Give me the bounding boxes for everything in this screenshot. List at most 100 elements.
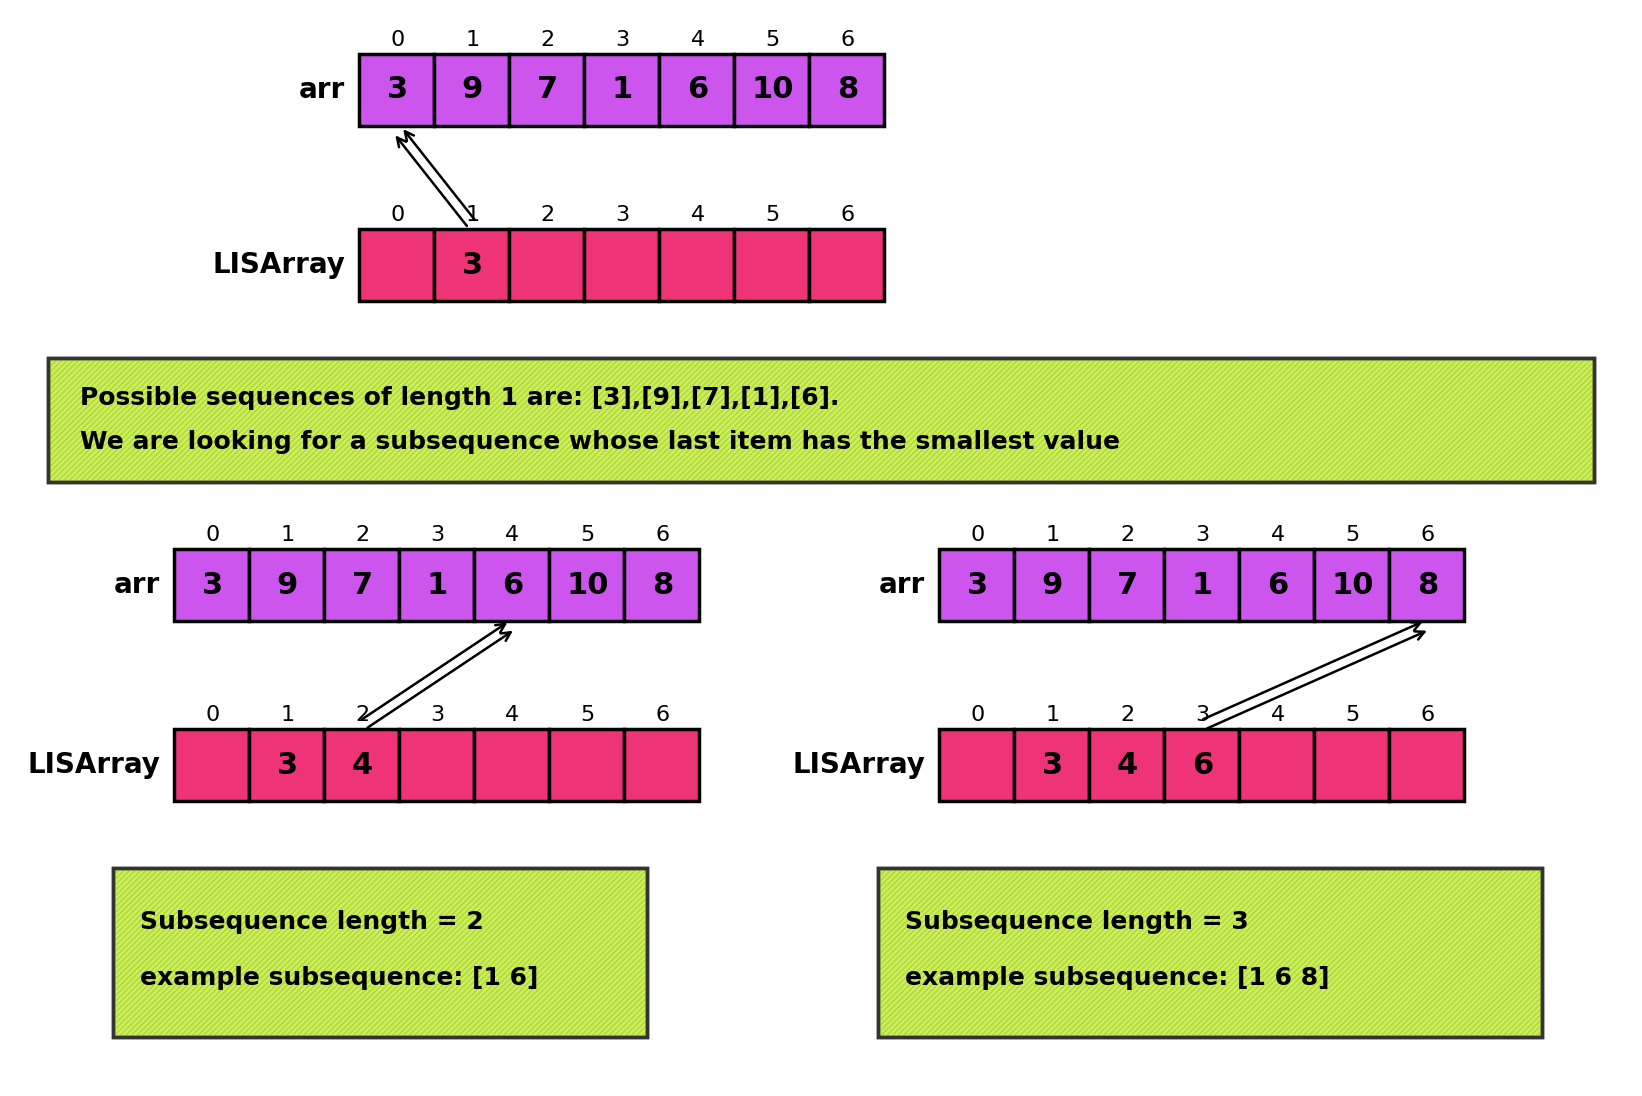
FancyBboxPatch shape [433,229,509,301]
Text: 5: 5 [765,205,780,225]
Text: 7: 7 [351,571,373,600]
Text: 10: 10 [566,571,609,600]
Text: 3: 3 [1195,525,1210,545]
FancyBboxPatch shape [585,229,658,301]
Text: 8: 8 [652,571,673,600]
FancyBboxPatch shape [323,729,399,801]
FancyBboxPatch shape [878,868,1542,1037]
FancyBboxPatch shape [174,549,250,621]
Text: 5: 5 [1345,705,1360,724]
Text: 3: 3 [1043,751,1062,779]
Text: 7: 7 [1117,571,1138,600]
Text: 5: 5 [580,705,594,724]
FancyBboxPatch shape [1314,549,1389,621]
Text: 2: 2 [1120,705,1135,724]
FancyBboxPatch shape [399,549,475,621]
Text: We are looking for a subsequence whose last item has the smallest value: We are looking for a subsequence whose l… [80,430,1120,454]
FancyBboxPatch shape [734,229,810,301]
Text: 3: 3 [430,705,445,724]
Text: arr: arr [878,571,924,600]
Text: 6: 6 [686,76,708,104]
FancyBboxPatch shape [548,729,624,801]
Text: 1: 1 [281,525,294,545]
Text: 8: 8 [1417,571,1438,600]
Text: Possible sequences of length 1 are: [3],[9],[7],[1],[6].: Possible sequences of length 1 are: [3],… [80,386,839,410]
Text: 1: 1 [1192,571,1213,600]
FancyBboxPatch shape [174,729,250,801]
Text: 6: 6 [1192,751,1213,779]
FancyBboxPatch shape [1389,729,1465,801]
FancyBboxPatch shape [323,549,399,621]
Text: 9: 9 [277,571,299,600]
Text: 3: 3 [430,525,445,545]
Text: example subsequence: [1 6]: example subsequence: [1 6] [140,966,539,990]
FancyBboxPatch shape [1389,549,1465,621]
Text: 4: 4 [506,525,519,545]
Text: 0: 0 [391,205,404,225]
FancyBboxPatch shape [250,729,323,801]
Text: 2: 2 [355,525,369,545]
Text: 1: 1 [465,205,479,225]
Text: 5: 5 [1345,525,1360,545]
Text: 3: 3 [616,30,629,50]
Text: 6: 6 [655,525,670,545]
Text: 4: 4 [690,30,704,50]
FancyBboxPatch shape [734,54,810,126]
FancyBboxPatch shape [399,729,475,801]
Text: 0: 0 [205,705,220,724]
FancyBboxPatch shape [658,229,734,301]
FancyBboxPatch shape [433,54,509,126]
Text: 0: 0 [970,705,985,724]
Text: 4: 4 [506,705,519,724]
FancyBboxPatch shape [658,54,734,126]
FancyBboxPatch shape [475,549,548,621]
FancyBboxPatch shape [509,54,585,126]
Text: 1: 1 [1046,705,1059,724]
Text: LISArray: LISArray [28,751,159,779]
FancyBboxPatch shape [585,54,658,126]
Text: Subsequence length = 2: Subsequence length = 2 [140,910,484,934]
FancyBboxPatch shape [1314,729,1389,801]
FancyBboxPatch shape [810,229,883,301]
Text: 1: 1 [1046,525,1059,545]
Text: 5: 5 [765,30,780,50]
Text: 0: 0 [391,30,404,50]
Text: 2: 2 [540,205,555,225]
FancyBboxPatch shape [475,729,548,801]
FancyBboxPatch shape [250,549,323,621]
FancyBboxPatch shape [939,549,1015,621]
Text: 3: 3 [461,251,483,279]
Text: 3: 3 [202,571,223,600]
Text: 3: 3 [388,76,409,104]
Text: 9: 9 [461,76,483,104]
Text: 9: 9 [1041,571,1062,600]
Text: 0: 0 [205,525,220,545]
FancyBboxPatch shape [939,729,1015,801]
Text: 3: 3 [616,205,629,225]
Text: 4: 4 [1271,705,1284,724]
Text: 6: 6 [1420,525,1435,545]
Text: arr: arr [299,76,345,104]
Text: 3: 3 [277,751,299,779]
Text: 4: 4 [690,205,704,225]
FancyBboxPatch shape [624,549,699,621]
Text: LISArray: LISArray [212,251,345,279]
FancyBboxPatch shape [360,229,433,301]
FancyBboxPatch shape [1089,549,1164,621]
Text: 6: 6 [1420,705,1435,724]
Text: 1: 1 [281,705,294,724]
Text: 4: 4 [1117,751,1138,779]
Text: 6: 6 [841,30,854,50]
FancyBboxPatch shape [1089,729,1164,801]
Text: 10: 10 [1332,571,1374,600]
FancyBboxPatch shape [48,358,1594,482]
FancyBboxPatch shape [624,729,699,801]
FancyBboxPatch shape [1240,549,1314,621]
Text: 2: 2 [540,30,555,50]
Text: 2: 2 [1120,525,1135,545]
FancyBboxPatch shape [360,54,433,126]
Text: 6: 6 [1268,571,1287,600]
Text: 3: 3 [967,571,988,600]
FancyBboxPatch shape [1015,729,1089,801]
Text: arr: arr [113,571,159,600]
